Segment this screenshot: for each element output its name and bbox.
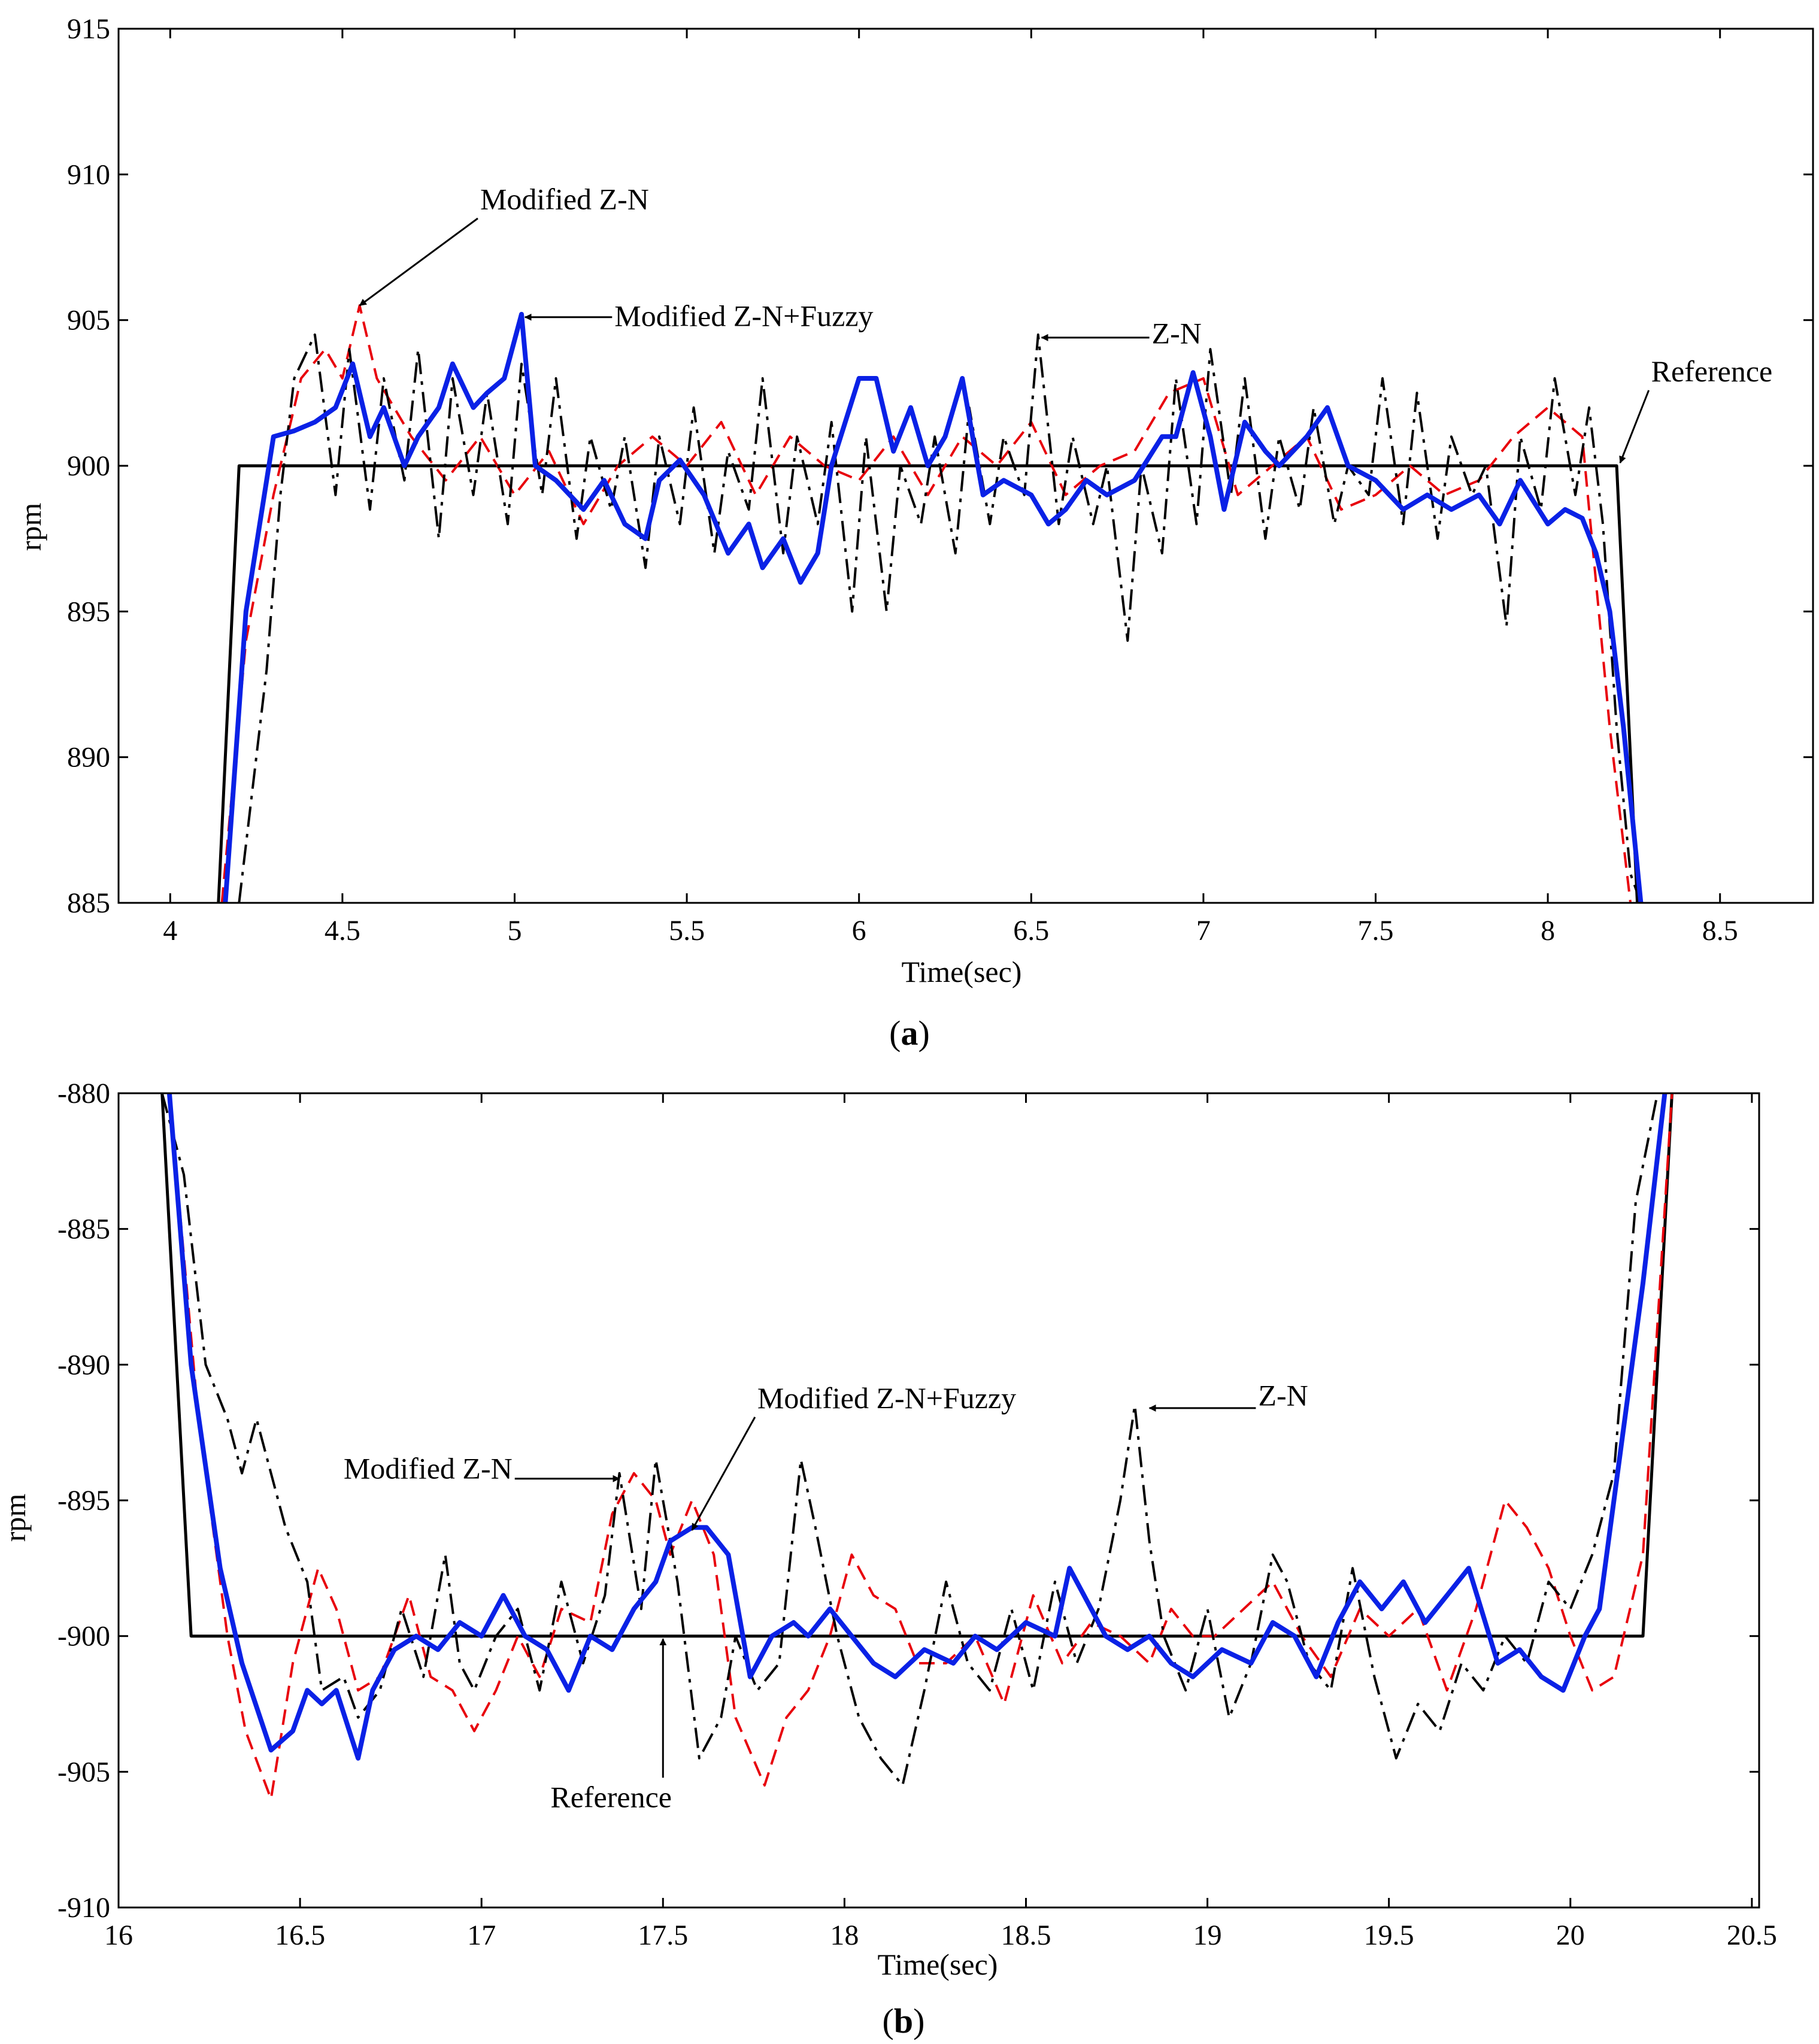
x-tick-label-b: 17.5 — [638, 1919, 688, 1951]
y-tick-label-b: -910 — [57, 1892, 110, 1924]
x-tick-label-a: 6 — [852, 915, 866, 947]
y-tick-label-a: 910 — [67, 159, 110, 190]
annotation-label-a: Reference — [1651, 354, 1773, 388]
x-tick-label-b: 19 — [1193, 1919, 1222, 1951]
caption-b-letter: b — [894, 2001, 913, 2040]
y-tick-label-a: 885 — [67, 887, 110, 919]
series-modified-z-n-fuzzy-a — [223, 311, 1644, 903]
caption-a-open: ( — [889, 1014, 901, 1053]
chart-panel-b: 16 16.5 17 17.5 18 18.5 19 19.5 20 20.5 -910 -905 -9… — [57, 1078, 1777, 1951]
series-reference-a — [217, 464, 1639, 903]
x-tick-label-a: 4.5 — [325, 915, 360, 947]
x-tick-label-a: 5 — [507, 915, 522, 947]
y-tick-label-a: 915 — [67, 13, 110, 45]
y-tick-label-b: -900 — [57, 1621, 110, 1652]
caption-b: (b) — [883, 2001, 925, 2040]
x-tick-label-a: 8 — [1541, 915, 1555, 947]
x-tick-label-a: 8.5 — [1702, 915, 1738, 947]
plot-area-b — [160, 1093, 1674, 1800]
x-tick-label-b: 19.5 — [1364, 1919, 1414, 1951]
x-tick-label-b: 20.5 — [1727, 1919, 1777, 1951]
annotation-arrow-a — [359, 217, 478, 307]
y-tick-label-b: -880 — [57, 1078, 110, 1109]
caption-b-close: ) — [913, 2001, 924, 2040]
caption-a-close: ) — [918, 1014, 930, 1053]
series-z-n-a — [238, 333, 1642, 903]
x-tick-label-a: 7.5 — [1357, 915, 1393, 947]
x-tick-label-a: 4 — [163, 915, 177, 947]
x-tick-label-b: 18.5 — [1001, 1919, 1051, 1951]
plot-area-a — [217, 304, 1644, 903]
x-axis-label-b: Time(sec) — [878, 1948, 998, 1981]
annotation-label-a: Modified Z-N — [480, 183, 649, 216]
y-tick-label-a: 895 — [67, 596, 110, 627]
x-tick-label-a: 6.5 — [1013, 915, 1049, 947]
y-tick-label-b: -895 — [57, 1485, 110, 1517]
series-modified-z-n-a — [220, 304, 1632, 903]
x-tick-label-a: 5.5 — [669, 915, 705, 947]
x-tick-label-a: 7 — [1196, 915, 1211, 947]
caption-a-letter: a — [901, 1014, 918, 1053]
annotation-label-a: Modified Z-N+Fuzzy — [614, 299, 873, 332]
y-tick-label-b: -890 — [57, 1349, 110, 1381]
y-axis-label-b: rpm — [0, 1494, 32, 1542]
caption-a: (a) — [889, 1014, 930, 1053]
annotation-arrow-a — [1619, 390, 1650, 464]
x-tick-label-b: 18 — [830, 1919, 859, 1951]
series-modified-z-n-fuzzy-b — [166, 1093, 1668, 1761]
annotation-label-b: Modified Z-N — [344, 1452, 513, 1485]
y-axis-label-a: rpm — [14, 503, 47, 551]
annotation-label-a: Z-N — [1152, 317, 1202, 350]
y-tick-label-a: 900 — [67, 450, 110, 482]
x-tick-label-b: 16.5 — [275, 1919, 325, 1951]
caption-b-open: ( — [883, 2001, 894, 2040]
y-tick-label-a: 890 — [67, 742, 110, 774]
annotation-label-b: Z-N — [1258, 1378, 1308, 1412]
x-tick-label-b: 20 — [1556, 1919, 1585, 1951]
x-tick-label-b: 17 — [467, 1919, 496, 1951]
annotation-label-b: Reference — [550, 1780, 672, 1813]
y-tick-label-a: 905 — [67, 305, 110, 336]
annotation-arrow-b — [691, 1417, 756, 1531]
y-tick-label-b: -905 — [57, 1756, 110, 1788]
series-reference-b — [160, 1093, 1674, 1638]
chart-panel-a: 4 4.5 5 5.5 6 6.5 7 7.5 8 8.5 885 890 895 900 905 910 91… — [67, 13, 1814, 947]
x-axis-label-a: Time(sec) — [902, 955, 1022, 988]
annotation-label-b: Modified Z-N+Fuzzy — [757, 1381, 1016, 1415]
x-tick-label-b: 16 — [104, 1919, 133, 1951]
y-tick-label-b: -885 — [57, 1214, 110, 1245]
series-modified-z-n-b — [168, 1093, 1674, 1800]
series-z-n-b — [160, 1093, 1659, 1787]
plot-frame-b — [117, 1092, 1760, 1909]
